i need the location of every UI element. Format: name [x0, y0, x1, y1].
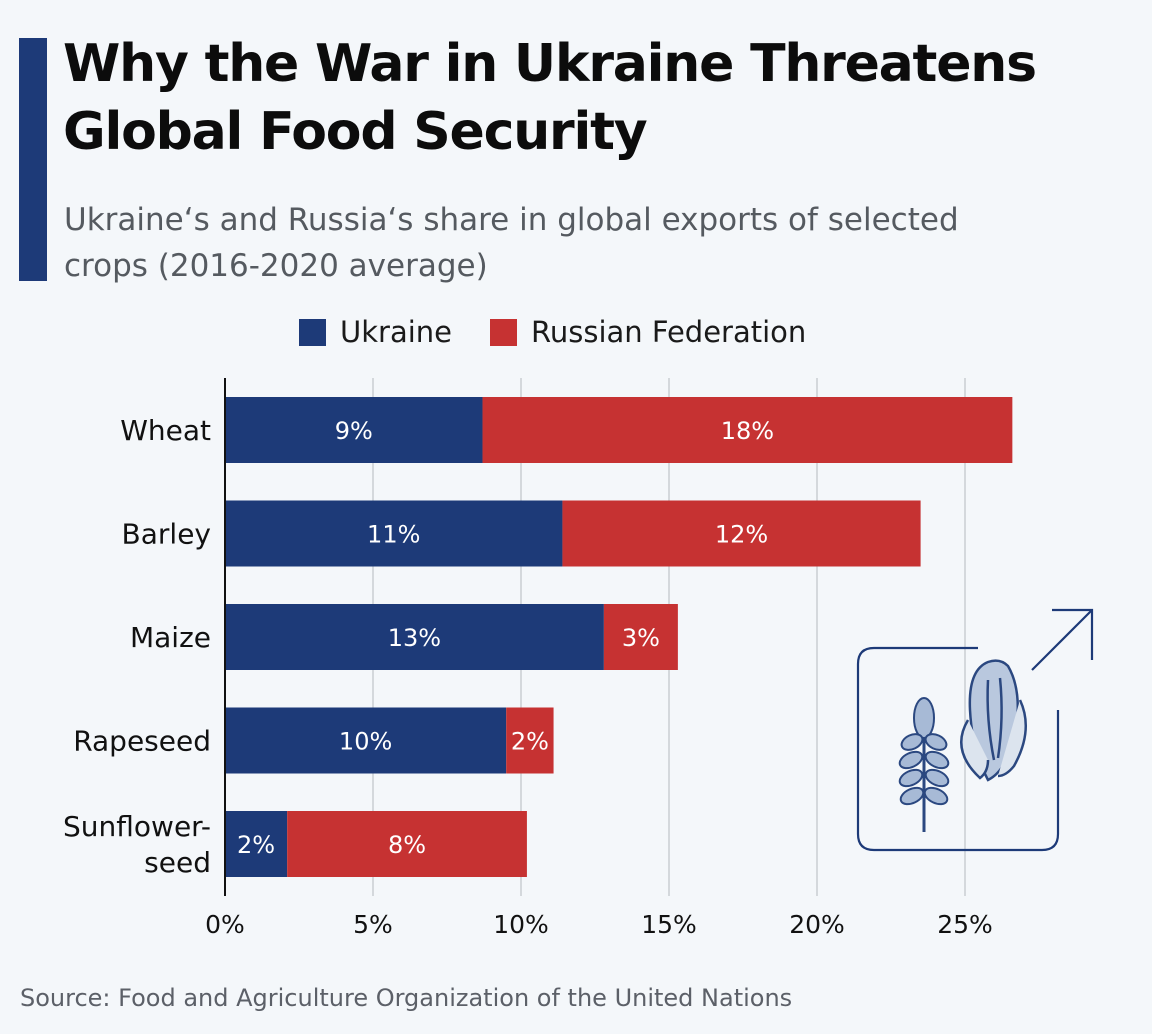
category-label: Maize: [130, 621, 211, 654]
legend-label-russia: Russian Federation: [531, 315, 807, 349]
data-label: 18%: [721, 417, 774, 445]
category-label: Sunflower-: [63, 810, 211, 843]
bar-chart: 9% 18% 11% 12% 13% 3% 10% 2% 2% 8% Wheat Barley Mai…: [63, 378, 1013, 939]
x-tick-label: 5%: [353, 910, 393, 939]
x-tick-label: 10%: [493, 910, 549, 939]
data-label: 10%: [339, 728, 392, 756]
data-label: 12%: [715, 521, 768, 549]
crop-illustration-icon: [856, 608, 1094, 852]
bars: [225, 397, 1013, 877]
legend-swatch-russia: [490, 318, 517, 346]
chart-title: Why the War in Ukraine Threatens Global …: [63, 34, 1037, 162]
legend-item-russia: Russian Federation: [490, 315, 806, 349]
accent-bar: [19, 38, 47, 281]
category-label: seed: [144, 846, 211, 879]
chart-subtitle: Ukraine‘s and Russia‘s share in global e…: [64, 202, 959, 284]
legend-label-ukraine: Ukraine: [340, 315, 452, 349]
bar-ukraine: [225, 811, 288, 877]
legend-swatch-ukraine: [299, 318, 326, 346]
bar-ukraine: [225, 397, 483, 463]
x-tick-label: 25%: [937, 910, 993, 939]
legend-item-ukraine: Ukraine: [299, 315, 452, 349]
source-note: Source: Food and Agriculture Organizatio…: [20, 984, 793, 1012]
data-label: 8%: [388, 831, 426, 859]
wheat-icon: [898, 697, 950, 832]
data-label: 2%: [511, 728, 549, 756]
legend: Ukraine Russian Federation: [299, 310, 844, 354]
x-tick-label: 15%: [641, 910, 697, 939]
bar-russia: [287, 811, 527, 877]
bar-russia: [482, 397, 1013, 463]
bar-ukraine: [225, 500, 563, 567]
bar-russia: [603, 604, 678, 670]
bar-ukraine: [225, 604, 604, 670]
category-label: Wheat: [120, 414, 211, 447]
data-label: 9%: [335, 417, 373, 445]
x-tick-label: 20%: [789, 910, 845, 939]
category-labels: Wheat Barley Maize Rapeseed Sunflower-seed: [63, 414, 211, 879]
category-label: Barley: [122, 518, 211, 551]
arrow-up-right-icon: [1031, 608, 1094, 671]
data-label: 2%: [237, 831, 275, 859]
data-labels: 9% 18% 11% 12% 13% 3% 10% 2% 2% 8%: [237, 417, 774, 859]
bar-russia: [506, 707, 554, 774]
data-label: 11%: [367, 521, 420, 549]
data-label: 3%: [622, 624, 660, 652]
bar-ukraine: [225, 707, 507, 774]
category-label: Rapeseed: [73, 725, 211, 758]
bar-russia: [562, 500, 921, 567]
x-tick-labels: 0% 5% 10% 15% 20% 25%: [205, 910, 993, 939]
data-label: 13%: [388, 624, 441, 652]
maize-icon: [960, 659, 1027, 782]
x-tick-label: 0%: [205, 910, 245, 939]
